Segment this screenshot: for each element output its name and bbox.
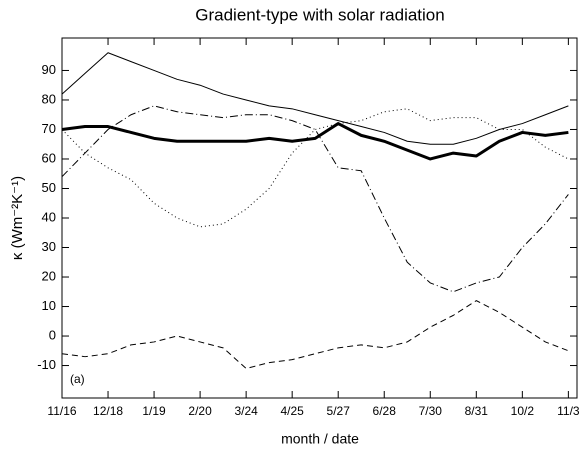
y-tick-label: 40 bbox=[42, 209, 56, 224]
x-tick-label: 1/19 bbox=[142, 404, 166, 418]
y-tick-label: 80 bbox=[42, 91, 56, 106]
y-tick-label: 60 bbox=[42, 150, 56, 165]
x-tick-label: 6/28 bbox=[373, 404, 397, 418]
x-tick-label: 10/2 bbox=[511, 404, 535, 418]
plot-frame bbox=[61, 37, 578, 399]
y-tick-label: 90 bbox=[42, 62, 56, 77]
y-tick-label: 20 bbox=[42, 268, 56, 283]
y-tick-label: 0 bbox=[49, 327, 56, 342]
x-tick-label: 12/18 bbox=[93, 404, 123, 418]
series-line bbox=[61, 122, 569, 161]
chart-title: Gradient-type with solar radiation bbox=[195, 5, 444, 24]
y-tick-label: 10 bbox=[42, 298, 56, 313]
y-tick-label: 50 bbox=[42, 180, 56, 195]
x-tick-label: 7/30 bbox=[419, 404, 443, 418]
y-axis-label: κ (Wm⁻²K⁻¹) bbox=[9, 176, 26, 260]
series-line bbox=[61, 105, 569, 293]
x-tick-label: 2/20 bbox=[188, 404, 212, 418]
x-tick-label: 11/16 bbox=[47, 404, 76, 418]
y-tick-label: -10 bbox=[37, 357, 56, 372]
series-line bbox=[61, 300, 569, 369]
x-tick-label: 3/24 bbox=[234, 404, 258, 418]
series-line bbox=[61, 52, 569, 145]
y-tick-label: 30 bbox=[42, 239, 56, 254]
x-axis-label: month / date bbox=[281, 431, 359, 447]
x-tick-label: 11/3 bbox=[557, 404, 579, 418]
x-tick-label: 8/31 bbox=[465, 404, 489, 418]
panel-label: (a) bbox=[70, 372, 85, 386]
series-line bbox=[61, 108, 569, 228]
x-tick-label: 4/25 bbox=[280, 404, 304, 418]
x-tick-label: 5/27 bbox=[327, 404, 351, 418]
y-tick-label: 70 bbox=[42, 121, 56, 136]
